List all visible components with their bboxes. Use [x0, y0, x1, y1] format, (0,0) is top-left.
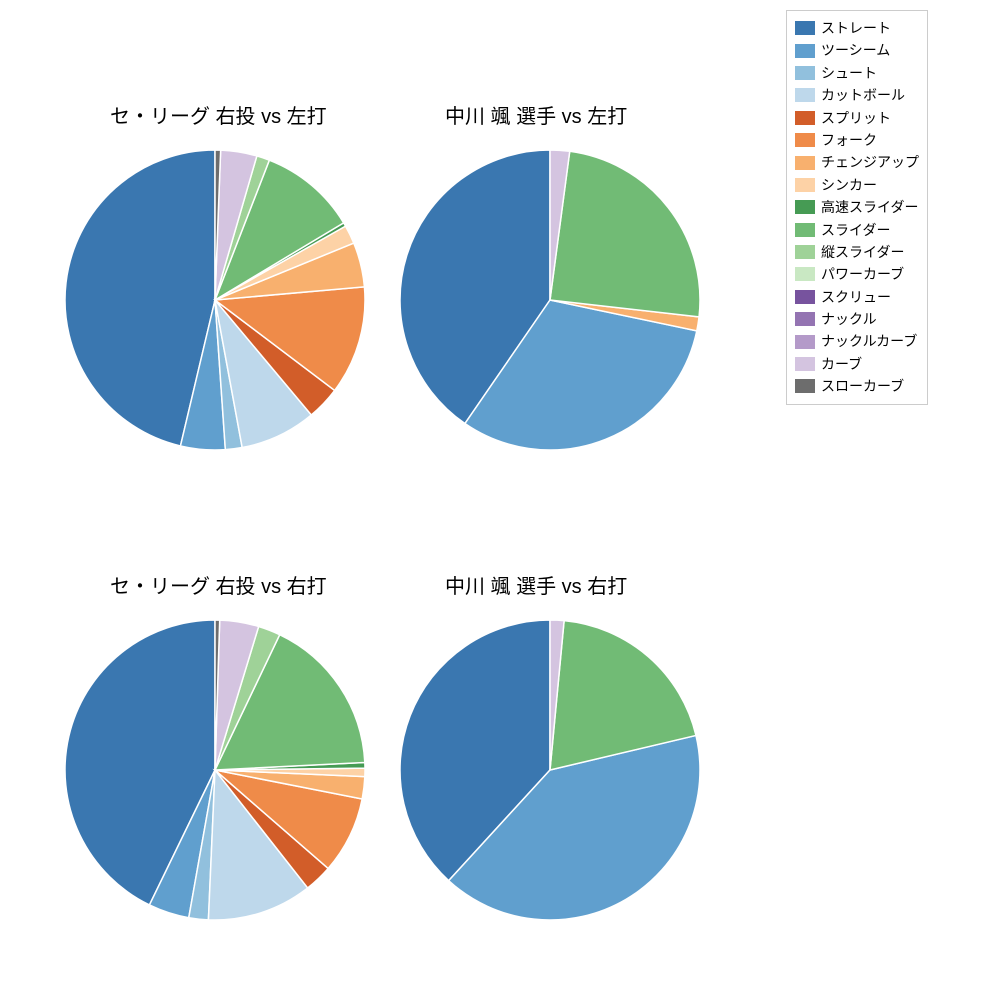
legend-swatch — [795, 200, 815, 214]
chart-title-tl: セ・リーグ 右投 vs 左打 — [110, 100, 327, 129]
legend-label: ツーシーム — [821, 39, 890, 61]
legend-item: スライダー — [795, 219, 919, 241]
legend-label: 高速スライダー — [821, 196, 918, 218]
legend-swatch — [795, 267, 815, 281]
legend-swatch — [795, 245, 815, 259]
legend-item: シンカー — [795, 174, 919, 196]
legend-swatch — [795, 357, 815, 371]
pie-slice — [550, 151, 700, 317]
legend-swatch — [795, 312, 815, 326]
legend-item: カットボール — [795, 84, 919, 106]
legend-label: ナックル — [821, 308, 877, 330]
legend-item: スローカーブ — [795, 375, 919, 397]
legend-label: シュート — [821, 62, 877, 84]
legend-item: スプリット — [795, 107, 919, 129]
legend-label: フォーク — [821, 129, 877, 151]
legend-item: ナックルカーブ — [795, 330, 919, 352]
legend-item: シュート — [795, 62, 919, 84]
legend: ストレートツーシームシュートカットボールスプリットフォークチェンジアップシンカー… — [786, 10, 928, 405]
chart-title-br: 中川 颯 選手 vs 右打 — [445, 570, 627, 599]
legend-swatch — [795, 88, 815, 102]
legend-label: スクリュー — [821, 286, 891, 308]
legend-swatch — [795, 379, 815, 393]
legend-label: ナックルカーブ — [821, 330, 917, 352]
legend-label: スライダー — [821, 219, 890, 241]
pie-br — [398, 618, 702, 922]
legend-label: シンカー — [821, 174, 877, 196]
legend-item: チェンジアップ — [795, 151, 919, 173]
legend-item: スクリュー — [795, 286, 919, 308]
legend-item: フォーク — [795, 129, 919, 151]
legend-swatch — [795, 66, 815, 80]
legend-swatch — [795, 335, 815, 349]
legend-item: ストレート — [795, 17, 919, 39]
legend-label: カーブ — [821, 353, 862, 375]
legend-swatch — [795, 178, 815, 192]
chart-title-bl: セ・リーグ 右投 vs 右打 — [110, 570, 327, 599]
pie-tr — [398, 148, 702, 452]
legend-label: チェンジアップ — [821, 151, 919, 173]
legend-item: 高速スライダー — [795, 196, 919, 218]
legend-label: ストレート — [821, 17, 891, 39]
legend-swatch — [795, 133, 815, 147]
chart-title-tr: 中川 颯 選手 vs 左打 — [445, 100, 627, 129]
legend-label: スプリット — [821, 107, 891, 129]
legend-item: ナックル — [795, 308, 919, 330]
pie-bl — [63, 618, 367, 922]
legend-swatch — [795, 44, 815, 58]
legend-swatch — [795, 223, 815, 237]
legend-item: 縦スライダー — [795, 241, 919, 263]
legend-swatch — [795, 111, 815, 125]
legend-label: カットボール — [821, 84, 905, 106]
legend-swatch — [795, 21, 815, 35]
legend-item: パワーカーブ — [795, 263, 919, 285]
legend-label: スローカーブ — [821, 375, 904, 397]
legend-swatch — [795, 156, 815, 170]
legend-label: パワーカーブ — [821, 263, 904, 285]
legend-label: 縦スライダー — [821, 241, 904, 263]
legend-item: ツーシーム — [795, 39, 919, 61]
pie-tl — [63, 148, 367, 452]
legend-item: カーブ — [795, 353, 919, 375]
legend-swatch — [795, 290, 815, 304]
